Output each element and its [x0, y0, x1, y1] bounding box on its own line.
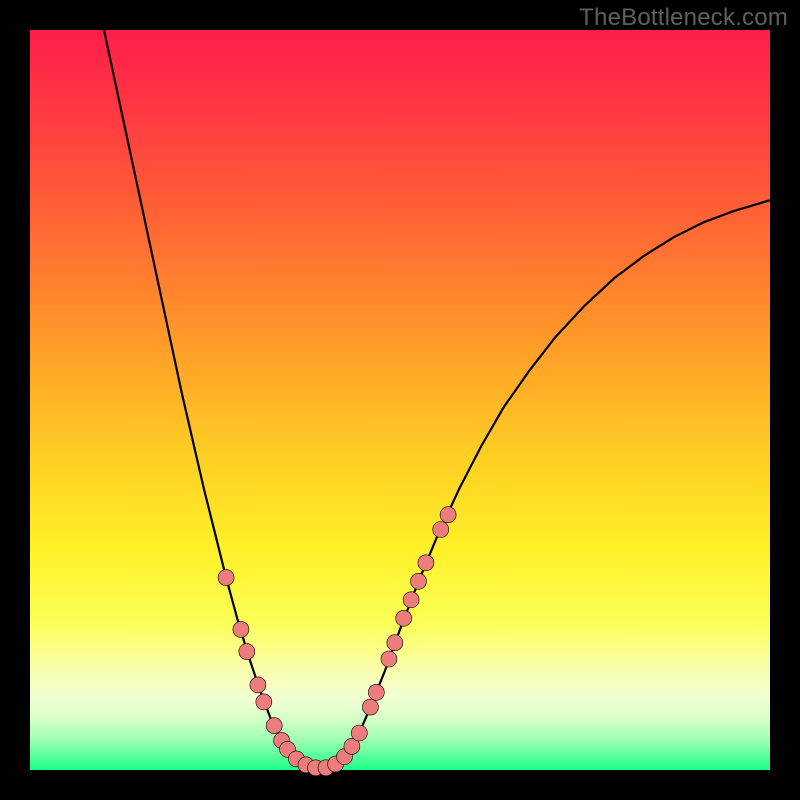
marker-point — [396, 610, 412, 626]
chart-svg — [0, 0, 800, 800]
marker-point — [362, 699, 378, 715]
marker-point — [368, 684, 384, 700]
marker-point — [351, 725, 367, 741]
marker-point — [381, 651, 397, 667]
marker-point — [433, 522, 449, 538]
plot-background — [30, 30, 770, 770]
watermark-label: TheBottleneck.com — [579, 4, 788, 32]
chart-canvas: TheBottleneck.com — [0, 0, 800, 800]
marker-point — [218, 570, 234, 586]
marker-point — [233, 621, 249, 637]
marker-point — [239, 644, 255, 660]
marker-point — [403, 592, 419, 608]
marker-point — [418, 555, 434, 571]
marker-point — [440, 507, 456, 523]
marker-point — [256, 694, 272, 710]
marker-point — [250, 677, 266, 693]
marker-point — [266, 718, 282, 734]
marker-point — [411, 573, 427, 589]
marker-point — [387, 635, 403, 651]
